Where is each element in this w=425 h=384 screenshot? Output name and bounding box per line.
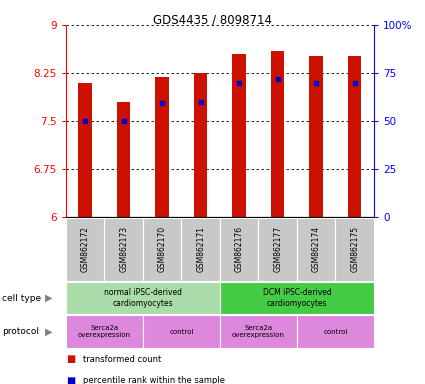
Text: GSM862175: GSM862175 — [350, 226, 359, 273]
Bar — [335, 218, 374, 281]
Bar — [66, 315, 143, 348]
Text: GDS4435 / 8098714: GDS4435 / 8098714 — [153, 13, 272, 26]
Text: DCM iPSC-derived
cardiomyocytes: DCM iPSC-derived cardiomyocytes — [263, 288, 332, 308]
Text: transformed count: transformed count — [83, 355, 161, 364]
Text: GSM862173: GSM862173 — [119, 226, 128, 273]
Text: GSM862172: GSM862172 — [81, 227, 90, 272]
Text: GSM862171: GSM862171 — [196, 227, 205, 272]
Text: percentile rank within the sample: percentile rank within the sample — [83, 376, 225, 384]
Bar — [348, 56, 362, 217]
Bar — [220, 282, 374, 314]
Bar — [105, 218, 143, 281]
Bar — [156, 78, 169, 217]
Text: Serca2a
overexpression: Serca2a overexpression — [232, 325, 285, 338]
Bar — [181, 218, 220, 281]
Bar — [220, 218, 258, 281]
Bar — [271, 51, 284, 217]
Text: GSM862177: GSM862177 — [273, 226, 282, 273]
Bar — [220, 315, 297, 348]
Text: ■: ■ — [66, 354, 75, 364]
Text: normal iPSC-derived
cardiomyocytes: normal iPSC-derived cardiomyocytes — [104, 288, 182, 308]
Bar — [117, 102, 130, 217]
Text: ▶: ▶ — [45, 326, 53, 337]
Text: GSM862174: GSM862174 — [312, 226, 321, 273]
Text: control: control — [323, 329, 348, 334]
Bar — [143, 218, 181, 281]
Bar — [194, 73, 207, 217]
Text: ▶: ▶ — [45, 293, 53, 303]
Bar — [232, 54, 246, 217]
Text: GSM862176: GSM862176 — [235, 226, 244, 273]
Text: Serca2a
overexpression: Serca2a overexpression — [78, 325, 131, 338]
Bar — [143, 315, 220, 348]
Text: cell type: cell type — [2, 294, 41, 303]
Text: control: control — [169, 329, 194, 334]
Bar — [309, 56, 323, 217]
Text: ■: ■ — [66, 376, 75, 384]
Bar — [258, 218, 297, 281]
Bar — [78, 83, 92, 217]
Bar — [66, 218, 105, 281]
Bar — [66, 282, 220, 314]
Text: GSM862170: GSM862170 — [158, 226, 167, 273]
Bar — [297, 315, 374, 348]
Text: protocol: protocol — [2, 327, 39, 336]
Bar — [297, 218, 335, 281]
